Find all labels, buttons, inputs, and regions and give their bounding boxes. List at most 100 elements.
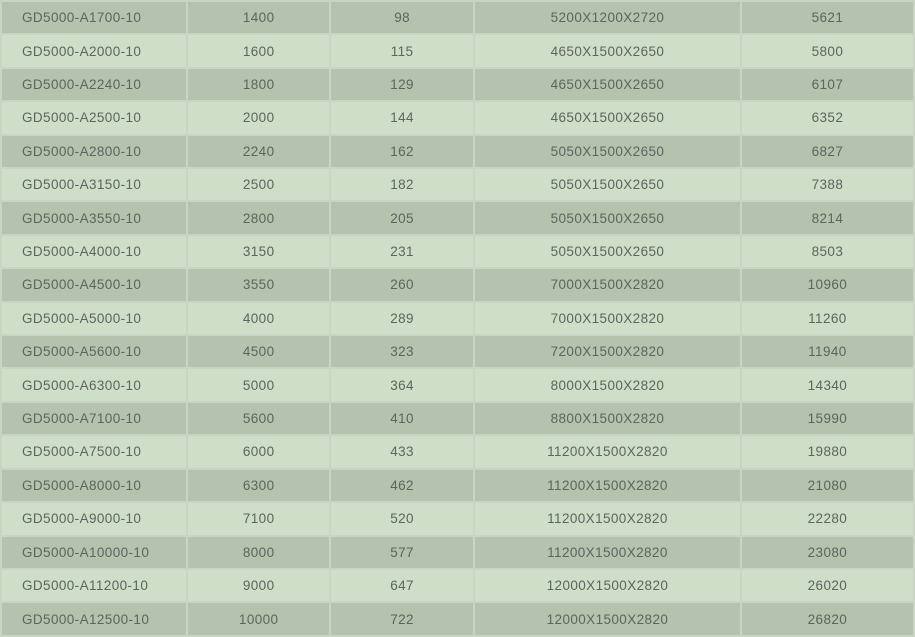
cell-col2: 2800	[188, 202, 330, 234]
cell-col2: 3550	[188, 269, 330, 301]
cell-model: GD5000-A1700-10	[2, 2, 187, 34]
cell-model: GD5000-A10000-10	[2, 536, 187, 568]
cell-model: GD5000-A8000-10	[2, 469, 187, 502]
table-row: GD5000-A3150-10 2500 182 5050X1500X2650 7388	[2, 169, 913, 201]
cell-model: GD5000-A3550-10	[2, 202, 187, 234]
cell-dimensions: 5200X1200X2720	[475, 2, 740, 34]
cell-col3: 289	[331, 302, 474, 335]
cell-model: GD5000-A2240-10	[2, 68, 187, 101]
cell-model: GD5000-A7500-10	[2, 436, 187, 468]
cell-model: GD5000-A6300-10	[2, 369, 187, 401]
cell-col5: 8503	[741, 235, 913, 268]
cell-col2: 4000	[188, 302, 330, 335]
cell-col5: 11940	[741, 336, 913, 368]
cell-dimensions: 12000X1500X2820	[475, 603, 740, 635]
cell-col3: 260	[331, 269, 474, 301]
table-row: GD5000-A12500-10 10000 722 12000X1500X2820 2…	[2, 603, 913, 635]
cell-col5: 6352	[741, 102, 913, 134]
cell-model: GD5000-A5000-10	[2, 302, 187, 335]
cell-col5: 26820	[741, 603, 913, 635]
cell-col5: 26020	[741, 569, 913, 602]
cell-col5: 15990	[741, 402, 913, 435]
cell-col3: 182	[331, 169, 474, 201]
cell-dimensions: 12000X1500X2820	[475, 569, 740, 602]
cell-col5: 5621	[741, 2, 913, 34]
cell-col3: 722	[331, 603, 474, 635]
cell-col3: 129	[331, 68, 474, 101]
table-row: GD5000-A4000-10 3150 231 5050X1500X2650 8503	[2, 235, 913, 268]
cell-col5: 19880	[741, 436, 913, 468]
table-row: GD5000-A2000-10 1600 115 4650X1500X2650 5800	[2, 35, 913, 67]
cell-col3: 205	[331, 202, 474, 234]
cell-dimensions: 11200X1500X2820	[475, 436, 740, 468]
cell-col3: 115	[331, 35, 474, 67]
cell-dimensions: 7000X1500X2820	[475, 269, 740, 301]
cell-col5: 10960	[741, 269, 913, 301]
cell-dimensions: 5050X1500X2650	[475, 235, 740, 268]
table-row: GD5000-A2240-10 1800 129 4650X1500X2650 6107	[2, 68, 913, 101]
cell-col5: 21080	[741, 469, 913, 502]
cell-col5: 6107	[741, 68, 913, 101]
table-row: GD5000-A1700-10 1400 98 5200X1200X2720 5621	[2, 2, 913, 34]
cell-model: GD5000-A2800-10	[2, 135, 187, 168]
table-row: GD5000-A2500-10 2000 144 4650X1500X2650 6352	[2, 102, 913, 134]
cell-model: GD5000-A2000-10	[2, 35, 187, 67]
cell-col2: 2000	[188, 102, 330, 134]
cell-dimensions: 5050X1500X2650	[475, 135, 740, 168]
cell-col3: 162	[331, 135, 474, 168]
table-row: GD5000-A4500-10 3550 260 7000X1500X2820 1096…	[2, 269, 913, 301]
cell-col5: 8214	[741, 202, 913, 234]
cell-col5: 11260	[741, 302, 913, 335]
cell-col3: 98	[331, 2, 474, 34]
cell-col2: 9000	[188, 569, 330, 602]
cell-col3: 520	[331, 503, 474, 535]
cell-col2: 1400	[188, 2, 330, 34]
cell-col5: 22280	[741, 503, 913, 535]
cell-col2: 2500	[188, 169, 330, 201]
cell-dimensions: 8800X1500X2820	[475, 402, 740, 435]
cell-col2: 5600	[188, 402, 330, 435]
table-row: GD5000-A2800-10 2240 162 5050X1500X2650 6827	[2, 135, 913, 168]
table-row: GD5000-A6300-10 5000 364 8000X1500X2820 1434…	[2, 369, 913, 401]
cell-model: GD5000-A9000-10	[2, 503, 187, 535]
cell-col3: 647	[331, 569, 474, 602]
cell-col3: 144	[331, 102, 474, 134]
cell-dimensions: 8000X1500X2820	[475, 369, 740, 401]
cell-col3: 231	[331, 235, 474, 268]
cell-col2: 1600	[188, 35, 330, 67]
table-row: GD5000-A5000-10 4000 289 7000X1500X2820 1126…	[2, 302, 913, 335]
cell-dimensions: 7200X1500X2820	[475, 336, 740, 368]
cell-dimensions: 11200X1500X2820	[475, 503, 740, 535]
cell-col2: 5000	[188, 369, 330, 401]
cell-col3: 410	[331, 402, 474, 435]
cell-col2: 7100	[188, 503, 330, 535]
cell-model: GD5000-A4500-10	[2, 269, 187, 301]
cell-model: GD5000-A3150-10	[2, 169, 187, 201]
cell-col3: 433	[331, 436, 474, 468]
cell-dimensions: 4650X1500X2650	[475, 68, 740, 101]
cell-model: GD5000-A11200-10	[2, 569, 187, 602]
cell-col2: 4500	[188, 336, 330, 368]
table-row: GD5000-A3550-10 2800 205 5050X1500X2650 8214	[2, 202, 913, 234]
cell-dimensions: 11200X1500X2820	[475, 536, 740, 568]
cell-col5: 23080	[741, 536, 913, 568]
table-row: GD5000-A8000-10 6300 462 11200X1500X2820 210…	[2, 469, 913, 502]
cell-dimensions: 11200X1500X2820	[475, 469, 740, 502]
cell-col3: 323	[331, 336, 474, 368]
table-row: GD5000-A7500-10 6000 433 11200X1500X2820 198…	[2, 436, 913, 468]
cell-model: GD5000-A4000-10	[2, 235, 187, 268]
table-row: GD5000-A5600-10 4500 323 7200X1500X2820 1194…	[2, 336, 913, 368]
cell-col2: 6300	[188, 469, 330, 502]
cell-col3: 364	[331, 369, 474, 401]
cell-col5: 7388	[741, 169, 913, 201]
cell-dimensions: 4650X1500X2650	[475, 35, 740, 67]
cell-col2: 2240	[188, 135, 330, 168]
cell-col3: 577	[331, 536, 474, 568]
cell-col3: 462	[331, 469, 474, 502]
cell-col2: 6000	[188, 436, 330, 468]
cell-dimensions: 5050X1500X2650	[475, 202, 740, 234]
cell-col2: 3150	[188, 235, 330, 268]
